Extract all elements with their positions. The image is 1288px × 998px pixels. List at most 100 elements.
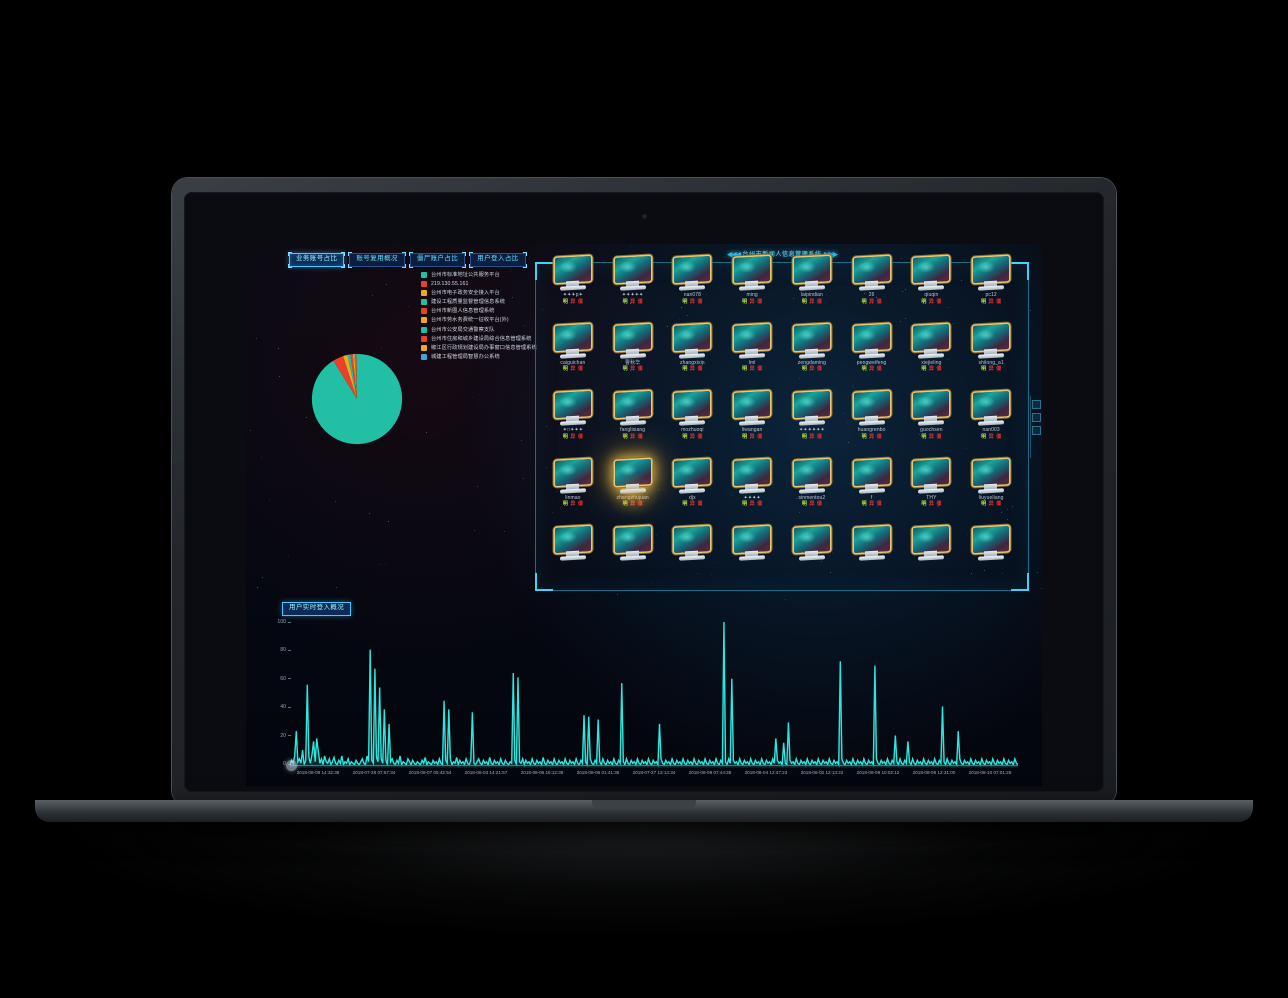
monitor-cell-3-7[interactable]: liuyueliang 明异僵 [961, 458, 1021, 526]
monitor-cell-1-2[interactable]: zhangxixin 明异僵 [663, 323, 723, 391]
badge-2: 僵 [697, 299, 703, 305]
monitor-icon [852, 325, 892, 359]
monitor-icon [553, 527, 593, 561]
monitor-cell-1-0[interactable]: caiguichan 明异僵 [543, 323, 603, 391]
tab-3[interactable]: 用户登入占比 [470, 253, 525, 267]
monitor-username: ✦✦✦✦✦✦ [799, 427, 825, 433]
monitor-cell-1-7[interactable]: shilong_a1 明异僵 [961, 323, 1021, 391]
badge-2: 僵 [816, 501, 822, 507]
monitor-cell-4-7[interactable] [961, 525, 1021, 593]
monitor-cell-3-4[interactable]: sinmentou2 明异僵 [782, 458, 842, 526]
legend-label: 台州市劳水务费统一征收平台(外) [431, 317, 509, 323]
monitor-cell-2-0[interactable]: ✦□✦✦✦ 明异僵 [543, 390, 603, 458]
legend-item-0[interactable]: 台州市标准地址公共服务平台 [421, 272, 537, 278]
badge-2: 僵 [637, 434, 643, 440]
monitor-cell-3-0[interactable]: linmao 明异僵 [543, 458, 603, 526]
badge-2: 僵 [816, 366, 822, 372]
monitor-cell-2-6[interactable]: guochsen 明异僵 [902, 390, 962, 458]
monitor-cell-3-1[interactable]: zhangzhujuan 明异僵 [603, 458, 663, 526]
monitor-cell-1-3[interactable]: lml 明异僵 [722, 323, 782, 391]
plot-area [290, 622, 1018, 764]
monitor-cell-1-6[interactable]: xiejieling 明异僵 [902, 323, 962, 391]
monitor-cell-0-1[interactable]: ✦✦✦✦✦ 明异僵 [603, 255, 663, 323]
monitor-badges: 明异僵 [742, 366, 763, 372]
monitor-cell-0-2[interactable]: nan078 明异僵 [663, 255, 723, 323]
monitor-icon [971, 325, 1011, 359]
badge-2: 僵 [936, 501, 942, 507]
badge-2: 僵 [996, 299, 1002, 305]
edge-tool-3-icon[interactable] [1032, 426, 1041, 435]
monitor-cell-4-6[interactable] [902, 525, 962, 593]
monitor-cell-4-2[interactable] [663, 525, 723, 593]
monitor-cell-2-5[interactable]: huangrenbo 明异僵 [842, 390, 902, 458]
y-tick-3: 60 [280, 676, 286, 682]
legend-item-8[interactable]: 椒江区行政规划建设局办事窗口信息管理系统 [421, 345, 537, 351]
monitor-cell-4-1[interactable] [603, 525, 663, 593]
legend-item-1[interactable]: 219.130.55.161 [421, 281, 537, 287]
monitor-username: 曹秋华 [625, 360, 640, 366]
laptop-shadow [30, 818, 1258, 938]
badge-1: 异 [869, 434, 875, 440]
badge-1: 异 [630, 366, 636, 372]
tab-label: 用户登入占比 [477, 255, 518, 262]
badge-0: 明 [562, 299, 568, 305]
tab-0[interactable]: 业务账号占比 [289, 253, 344, 267]
monitor-badges: 明异僵 [801, 501, 822, 507]
monitor-cell-4-3[interactable] [722, 525, 782, 593]
monitor-cell-0-3[interactable]: ming 明异僵 [722, 255, 782, 323]
badge-0: 明 [682, 434, 688, 440]
monitor-username: lml [749, 360, 756, 366]
legend-item-7[interactable]: 台州市住房和城乡建设局综合信息管理系统 [421, 336, 537, 342]
edge-tool-2-icon[interactable] [1032, 413, 1041, 422]
monitor-cell-1-5[interactable]: pengweifeng 明异僵 [842, 323, 902, 391]
badge-1: 异 [809, 299, 815, 305]
monitor-cell-3-5[interactable]: f明异僵 [842, 458, 902, 526]
legend-item-6[interactable]: 台州市公安局交通警察支队 [421, 327, 537, 333]
monitor-cell-2-2[interactable]: mozhuoqi 明异僵 [663, 390, 723, 458]
monitor-cell-3-6[interactable]: THY 明异僵 [902, 458, 962, 526]
monitor-cell-2-1[interactable]: fanglixiang 明异僵 [603, 390, 663, 458]
badge-2: 僵 [757, 366, 763, 372]
badge-1: 异 [570, 366, 576, 372]
badge-1: 异 [749, 501, 755, 507]
x-tick-11: 2018-08-06 12:31:00 [913, 770, 956, 776]
monitor-cell-0-0[interactable]: ✦✦✦p✦ 明异僵 [543, 255, 603, 323]
badge-0: 明 [682, 366, 688, 372]
legend-item-2[interactable]: 台州市电子政务安全接入平台 [421, 290, 537, 296]
monitor-badges: 明异僵 [981, 501, 1002, 507]
monitor-cell-0-4[interactable]: laipindian 明异僵 [782, 255, 842, 323]
legend-item-9[interactable]: 城建工程管理局智慧办公系统 [421, 354, 537, 360]
badge-0: 明 [682, 501, 688, 507]
monitor-cell-0-5[interactable]: 26 明异僵 [842, 255, 902, 323]
monitor-cell-3-3[interactable]: ✦✦✦✦ 明异僵 [722, 458, 782, 526]
monitor-username: zengdaming [798, 360, 826, 366]
monitor-cell-4-5[interactable] [842, 525, 902, 593]
legend-item-5[interactable]: 台州市劳水务费统一征收平台(外) [421, 317, 537, 323]
badge-2: 僵 [577, 366, 583, 372]
monitor-cell-4-0[interactable] [543, 525, 603, 593]
spark-stroke [290, 622, 1018, 765]
legend-item-4[interactable]: 台州市新圈人信息管理系统 [421, 308, 537, 314]
monitor-cell-2-7[interactable]: nan003 明异僵 [961, 390, 1021, 458]
legend-label: 台州市电子政务安全接入平台 [431, 290, 500, 296]
badge-0: 明 [861, 366, 867, 372]
monitor-cell-4-4[interactable] [782, 525, 842, 593]
laptop-base-notch [592, 800, 696, 809]
edge-tool-1-icon[interactable] [1032, 400, 1041, 409]
badge-2: 僵 [936, 434, 942, 440]
edge-toolbar[interactable] [1030, 396, 1040, 458]
monitor-cell-2-4[interactable]: ✦✦✦✦✦✦ 明异僵 [782, 390, 842, 458]
monitor-cell-1-4[interactable]: zengdaming 明异僵 [782, 323, 842, 391]
badge-2: 僵 [577, 434, 583, 440]
tab-1[interactable]: 账号复用概况 [349, 253, 404, 267]
monitor-cell-0-7[interactable]: pc12 明异僵 [961, 255, 1021, 323]
tab-2[interactable]: 僵尸账户占比 [410, 253, 465, 267]
login-spark-line [290, 622, 1018, 768]
monitor-cell-0-6[interactable]: qiuqin 明异僵 [902, 255, 962, 323]
monitor-badges: 明异僵 [682, 501, 703, 507]
badge-0: 明 [562, 366, 568, 372]
legend-item-3[interactable]: 建设工程质量监督管理信息系统 [421, 299, 537, 305]
monitor-cell-2-3[interactable]: liwangan 明异僵 [722, 390, 782, 458]
monitor-cell-3-2[interactable]: djx 明异僵 [663, 458, 723, 526]
monitor-cell-1-1[interactable]: 曹秋华明异僵 [603, 323, 663, 391]
